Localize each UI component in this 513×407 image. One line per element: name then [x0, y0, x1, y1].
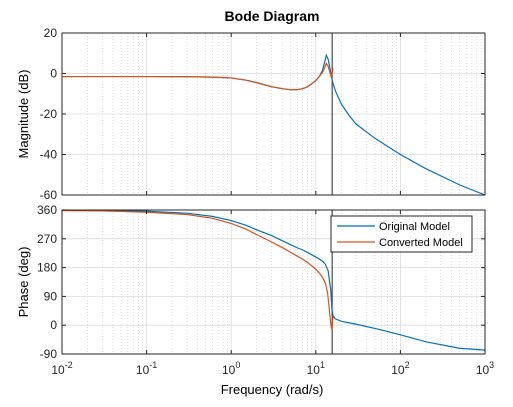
y-tick-label: 90: [44, 289, 58, 303]
series-line-original-model: [61, 209, 486, 351]
y-tick-label: -60: [40, 188, 58, 202]
magnitude-axis-label: Magnitude (dB): [16, 70, 31, 159]
series-line-converted-model: [61, 210, 334, 331]
series-line-converted-model: [62, 62, 334, 91]
x-tick-label: 101: [307, 360, 325, 377]
y-tick-label: 360: [37, 203, 57, 217]
legend-label-original: Original Model: [379, 221, 450, 233]
y-tick-label: 180: [37, 261, 57, 275]
y-tick-label: 0: [50, 318, 57, 332]
magnitude-grid: [61, 32, 486, 196]
frequency-axis-label: Frequency (rad/s): [221, 382, 324, 397]
phase-axis-label: Phase (deg): [16, 247, 31, 318]
frequency-tick-labels: 10-2 10-1 100 101 102 103: [51, 360, 494, 377]
y-tick-label: 270: [37, 232, 57, 246]
x-tick-label: 100: [222, 360, 240, 377]
chart-title: Bode Diagram: [225, 8, 320, 24]
x-tick-label: 10-2: [51, 360, 72, 377]
y-tick-label: 0: [50, 67, 57, 81]
phase-ticks: 360 270 180 90 0 -90: [37, 203, 486, 361]
magnitude-ticks: 20 0 -20 -40 -60: [40, 26, 486, 202]
y-tick-label: -20: [40, 107, 58, 121]
phase-axes-frame: [61, 209, 486, 355]
x-tick-label: 103: [476, 360, 494, 377]
y-tick-label: -40: [40, 148, 58, 162]
phase-lines: [61, 209, 486, 351]
legend-box: [330, 215, 473, 253]
phase-panel: 360 270 180 90 0 -90 Phase (deg): [16, 203, 486, 361]
y-tick-label: -90: [40, 347, 58, 361]
legend-label-converted: Converted Model: [379, 237, 463, 249]
magnitude-panel: 20 0 -20 -40 -60 Magnitude (dB): [16, 26, 486, 202]
magnitude-lines: [62, 53, 486, 196]
y-tick-label: 20: [44, 26, 58, 40]
x-tick-label: 102: [391, 360, 409, 377]
x-tick-label: 10-1: [136, 360, 157, 377]
legend[interactable]: Original Model Converted Model: [330, 215, 473, 253]
